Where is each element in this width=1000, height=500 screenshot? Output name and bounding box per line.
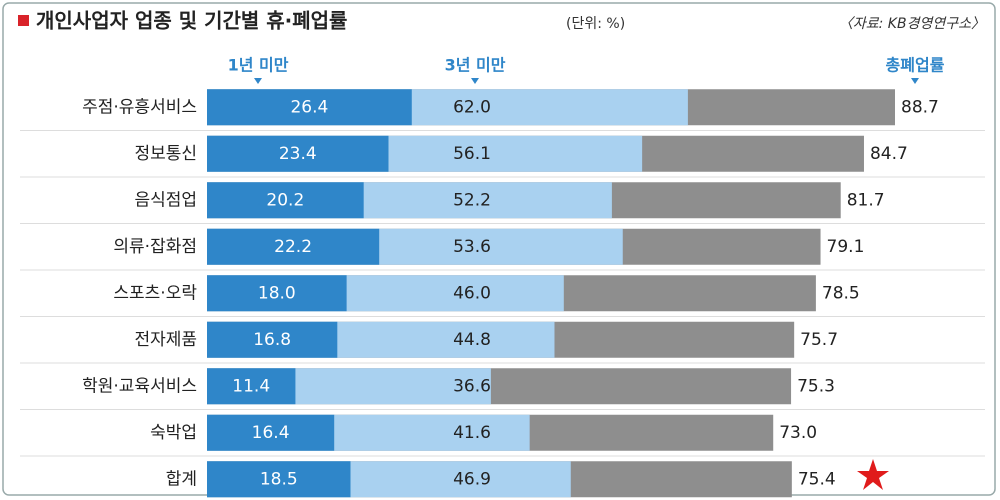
bar: [207, 461, 351, 498]
value-label: 16.4: [252, 423, 290, 443]
category-label: 스포츠·오락: [113, 283, 197, 303]
bar: [207, 228, 380, 265]
value-label: 73.0: [779, 423, 817, 443]
value-label: 46.0: [453, 283, 491, 303]
legend-pointer: [254, 78, 262, 84]
value-label: 75.3: [797, 376, 835, 396]
title-marker: [18, 15, 29, 26]
value-label: 36.6: [453, 376, 491, 396]
value-label: 75.7: [800, 330, 838, 350]
value-label: 56.1: [453, 144, 491, 164]
value-label: 46.9: [453, 469, 491, 489]
bar: [207, 182, 364, 219]
category-label: 학원·교육서비스: [82, 376, 197, 396]
legend-label: 총폐업률: [886, 56, 945, 75]
value-label: 44.8: [453, 330, 491, 350]
star-icon: [857, 459, 889, 490]
value-label: 79.1: [827, 237, 865, 257]
category-label: 정보통신: [134, 144, 197, 164]
value-label: 78.5: [822, 283, 860, 303]
bar: [207, 321, 338, 358]
value-label: 84.7: [870, 144, 908, 164]
value-label: 18.5: [260, 469, 298, 489]
value-label: 11.4: [232, 376, 270, 396]
value-label: 16.8: [253, 330, 291, 350]
value-label: 22.2: [274, 237, 312, 257]
value-label: 26.4: [290, 97, 328, 117]
value-label: 18.0: [258, 283, 296, 303]
category-label: 숙박업: [150, 423, 197, 443]
bar: [207, 368, 296, 405]
category-label: 주점·유흥서비스: [82, 97, 197, 117]
value-label: 20.2: [266, 190, 304, 210]
value-label: 75.4: [798, 469, 836, 489]
value-label: 81.7: [847, 190, 885, 210]
value-label: 53.6: [453, 237, 491, 257]
legend-pointer: [911, 78, 919, 84]
legend-label: 1년 미만: [228, 56, 289, 75]
chart-title: 개인사업자 업종 및 기간별 휴·폐업률: [36, 9, 347, 33]
bar: [207, 89, 412, 126]
chart-subtitle: (단위: %): [566, 16, 625, 32]
category-label: 의류·잡화점: [113, 237, 197, 257]
source: 〈자료: KB경영연구소〉: [839, 16, 985, 32]
value-label: 41.6: [453, 423, 491, 443]
category-label: 음식점업: [134, 190, 197, 210]
category-label: 전자제품: [134, 330, 197, 350]
value-label: 23.4: [279, 144, 317, 164]
legend-pointer: [471, 78, 479, 84]
legend-label: 3년 미만: [445, 56, 506, 75]
value-label: 62.0: [453, 97, 491, 117]
value-label: 88.7: [901, 97, 939, 117]
bar: [207, 135, 389, 172]
bar: [207, 414, 335, 451]
value-label: 52.2: [453, 190, 491, 210]
category-label: 합계: [166, 469, 197, 489]
bar: [207, 275, 347, 312]
